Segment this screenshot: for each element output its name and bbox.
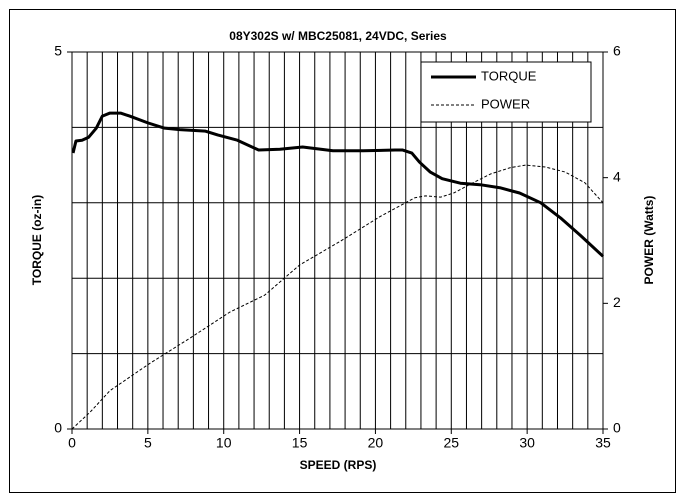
x-tick-label: 5 bbox=[144, 435, 152, 451]
data-line bbox=[71, 111, 605, 258]
y2-tick-label: 0 bbox=[613, 420, 621, 436]
x-axis-label: SPEED (RPS) bbox=[300, 458, 377, 472]
x-tick-label: 15 bbox=[292, 435, 308, 451]
legend-label: POWER bbox=[481, 96, 530, 111]
chart-title: 08Y302S w/ MBC25081, 24VDC, Series bbox=[229, 29, 447, 43]
x-tick-label: 10 bbox=[216, 435, 232, 451]
legend-box bbox=[420, 61, 592, 123]
y-tick-label: 5 bbox=[54, 43, 62, 59]
x-tick-label: 30 bbox=[519, 435, 535, 451]
plot-area bbox=[71, 51, 604, 430]
y2-tick-label: 4 bbox=[613, 168, 621, 184]
x-tick-label: 35 bbox=[595, 435, 611, 451]
x-tick-label: 25 bbox=[443, 435, 459, 451]
legend-label: TORQUE bbox=[481, 68, 537, 83]
frame bbox=[9, 9, 676, 493]
data-line bbox=[71, 164, 604, 430]
x-tick-label: 20 bbox=[368, 435, 384, 451]
y-tick-label: 0 bbox=[54, 420, 62, 436]
x-tick-label: 0 bbox=[68, 435, 76, 451]
y2-axis-label: POWER (Watts) bbox=[642, 196, 656, 285]
y2-tick-label: 2 bbox=[613, 294, 621, 310]
y-axis-label: TORQUE (oz-in) bbox=[30, 195, 44, 285]
y2-tick-label: 6 bbox=[613, 43, 621, 59]
